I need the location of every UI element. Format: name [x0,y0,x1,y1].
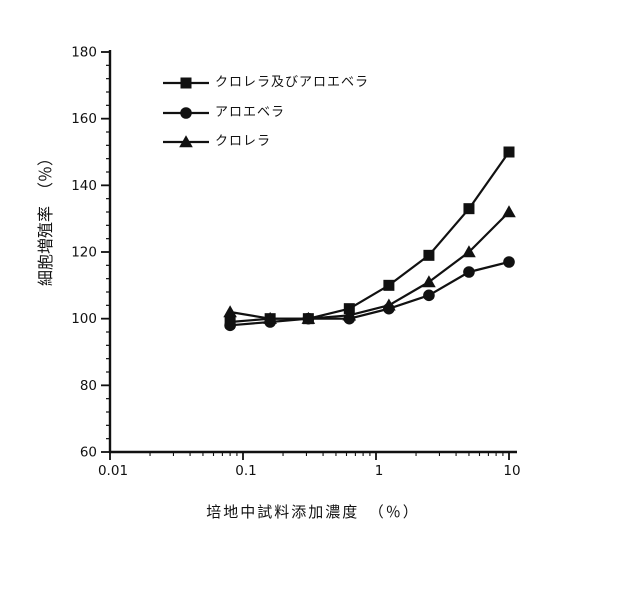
square-marker [463,203,475,215]
y-tick-label: 60 [80,445,97,461]
x-axis-ticks: 0.01 0.1 1 10 [98,452,521,479]
x-tick-label: 10 [503,463,520,479]
circle-marker [224,319,236,332]
triangle-marker [301,311,316,324]
legend-label-chlorella: クロレラ [215,134,272,149]
circle-marker [423,289,435,302]
triangle-marker [382,298,396,311]
triangle-marker [179,135,193,148]
triangle-marker [422,275,436,288]
series-line [229,211,510,320]
triangle-marker [223,305,237,318]
legend-label-aloe-vera: アロエベラ [215,105,286,120]
triangle-marker [263,311,277,324]
circle-marker [463,266,475,278]
series-triangle [223,205,516,324]
y-tick-label: 120 [71,245,97,261]
series-line [230,260,510,327]
legend-item-square [163,77,209,89]
square-marker [423,249,435,261]
y-tick-label: 180 [71,45,97,61]
x-tick-label: 0.1 [235,463,256,479]
legend [163,77,209,148]
x-tick-label: 1 [375,463,384,479]
y-tick-label: 100 [71,311,97,327]
y-axis-title: 細胞増殖率 （％） [32,118,55,318]
series-line [230,151,510,324]
legend-label-chlorella-and-aloe: クロレラ及びアロエベラ [215,75,370,90]
x-axis-title: 培地中試料添加濃度 （％） [110,501,516,522]
triangle-marker [502,205,516,218]
circle-marker [503,256,515,268]
y-tick-label: 80 [80,378,97,394]
triangle-marker [462,245,476,258]
square-marker [180,77,192,89]
x-axis-title-text: 培地中試料添加濃度 （％） [206,503,420,521]
legend-item-circle [163,107,209,119]
square-marker [383,279,395,291]
square-marker [503,146,515,158]
y-tick-label: 140 [71,178,97,194]
y-axis-title-text: 細胞増殖率 （％） [36,150,55,287]
circle-marker [180,107,192,119]
series-square [224,146,515,328]
y-axis-ticks: 60 80 100 120 140 160 180 [71,45,110,461]
legend-item-triangle [163,135,209,148]
y-tick-label: 160 [71,111,97,127]
triangle-marker [342,308,357,321]
x-tick-label: 0.01 [98,463,128,479]
